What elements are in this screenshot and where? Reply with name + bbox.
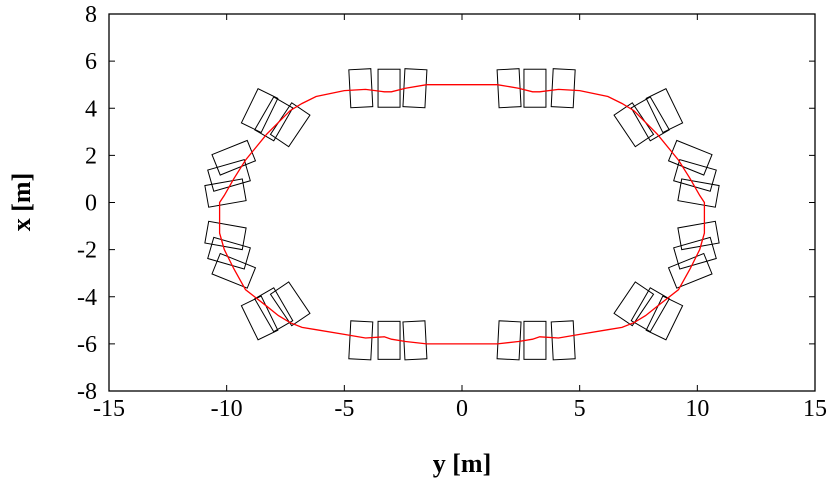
magnet-block [211,139,257,176]
magnet-block [673,236,717,270]
magnet-block [667,252,713,289]
x-tick-label: 15 [803,396,827,422]
magnet-block [677,178,720,208]
magnet-block [550,320,576,361]
x-tick-label: -10 [211,396,243,422]
magnet-block [673,158,717,192]
y-tick-label: -6 [77,332,97,358]
y-tick-label: 0 [85,191,97,217]
x-tick-label: -15 [93,396,125,422]
magnet-block [269,102,311,148]
magnet-block [630,96,670,142]
x-axis-title: y [m] [433,449,491,478]
magnet-block [254,287,294,333]
y-tick-label: -8 [77,379,97,405]
magnet-block [645,295,684,341]
x-tick-label: -5 [334,396,354,422]
magnet-block [613,102,655,148]
magnet-block [254,96,294,142]
magnet-block [630,287,670,333]
y-tick-label: 6 [85,49,97,75]
magnet-block [402,68,428,109]
x-tick-label: 10 [685,396,709,422]
plot-frame [108,13,816,392]
magnet-block [348,68,374,109]
magnet-block [667,139,713,176]
magnet-block [377,68,401,108]
x-tick-label: 0 [456,396,468,422]
magnet-block [207,158,251,192]
ticks: -15 -10 -5 0 5 10 15 -8 -6 -4 -2 0 2 4 6 8 [77,2,827,422]
y-tick-label: 2 [85,143,97,169]
magnet-block [211,252,257,289]
y-axis-title: x [m] [7,173,36,231]
magnet-block [402,320,428,361]
magnet-block [496,320,522,361]
y-tick-label: -4 [77,285,97,311]
magnet-block [269,281,311,327]
beam-orbit-line [218,84,706,345]
magnet-block [348,320,374,361]
magnet-block [496,68,522,109]
y-tick-label: 8 [85,2,97,28]
magnet-block [240,295,279,341]
y-tick-label: -2 [77,238,97,264]
magnet-block [207,236,251,270]
y-tick-label: 4 [85,96,97,122]
magnet-block [613,281,655,327]
magnet-block [523,68,547,108]
magnet-block [204,178,247,208]
x-tick-label: 5 [574,396,586,422]
magnet-blocks [204,68,720,361]
magnet-block [550,68,576,109]
magnet-block [645,88,684,134]
magnet-block [240,88,279,134]
